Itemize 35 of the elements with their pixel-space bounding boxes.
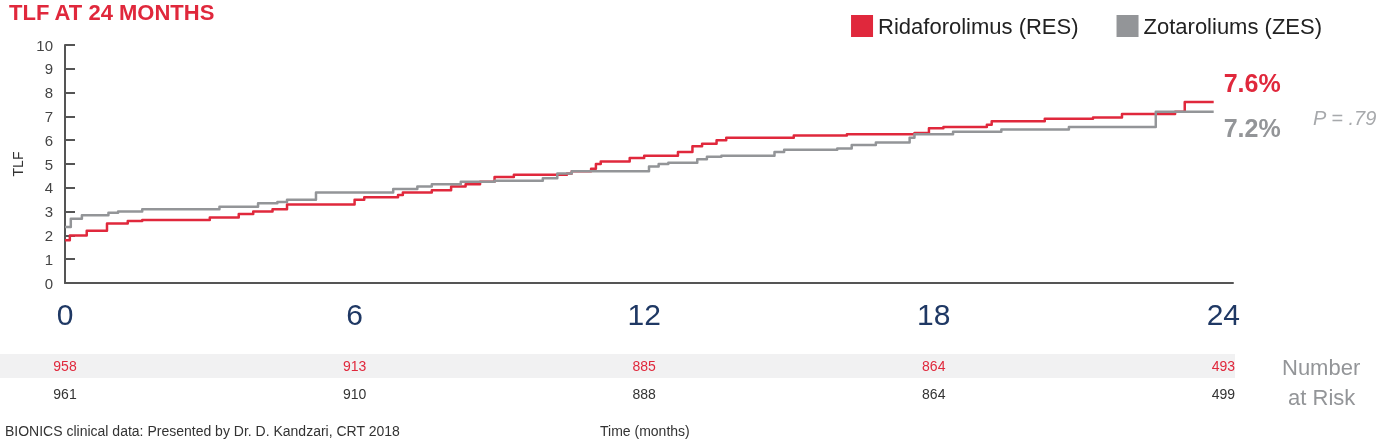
text: 910 <box>342 386 367 402</box>
text: 958 <box>53 358 77 374</box>
chart-title: TLF AT 24 MONTHS <box>9 0 215 25</box>
text: 961 <box>53 386 77 402</box>
legend-label: Zotaroliums (ZES) <box>1143 13 1323 39</box>
text: Number at Risk <box>1282 354 1361 410</box>
y-tick-label: 8 <box>44 84 53 102</box>
text: BIONICS clinical data: Presented by Dr. D. Kandzari, CRT 2018 <box>5 423 400 439</box>
x-tick-label: 18 <box>917 297 951 331</box>
y-tick-label: 3 <box>44 203 53 221</box>
legend-label: Ridaforolimus (RES) <box>878 13 1079 39</box>
y-tick-label: 9 <box>44 60 53 78</box>
text: P = .79 <box>1313 107 1377 129</box>
text: 493 <box>1211 358 1236 374</box>
x-tick-label: 6 <box>346 297 363 331</box>
data-label: 7.2% <box>1223 114 1281 143</box>
data-label: 7.6% <box>1223 68 1281 97</box>
text: 864 <box>922 386 946 402</box>
text: 499 <box>1211 386 1236 402</box>
y-tick-label: 0 <box>44 274 53 292</box>
y-tick-label: 4 <box>44 179 53 197</box>
x-tick-label: 12 <box>627 297 661 331</box>
text: 888 <box>632 386 657 402</box>
y-axis-title: TLF <box>10 151 26 177</box>
y-tick-label: 5 <box>44 155 53 173</box>
text: Time (months) <box>600 423 690 439</box>
y-tick-label: 7 <box>44 107 53 125</box>
text: 885 <box>632 358 657 374</box>
y-tick-label: 1 <box>44 250 53 268</box>
y-tick-label: 2 <box>44 226 53 244</box>
y-tick-label: 10 <box>36 36 53 54</box>
x-tick-label: 24 <box>1206 297 1241 331</box>
text: 864 <box>922 358 946 374</box>
y-tick-label: 6 <box>44 131 53 149</box>
text: 913 <box>342 358 367 374</box>
